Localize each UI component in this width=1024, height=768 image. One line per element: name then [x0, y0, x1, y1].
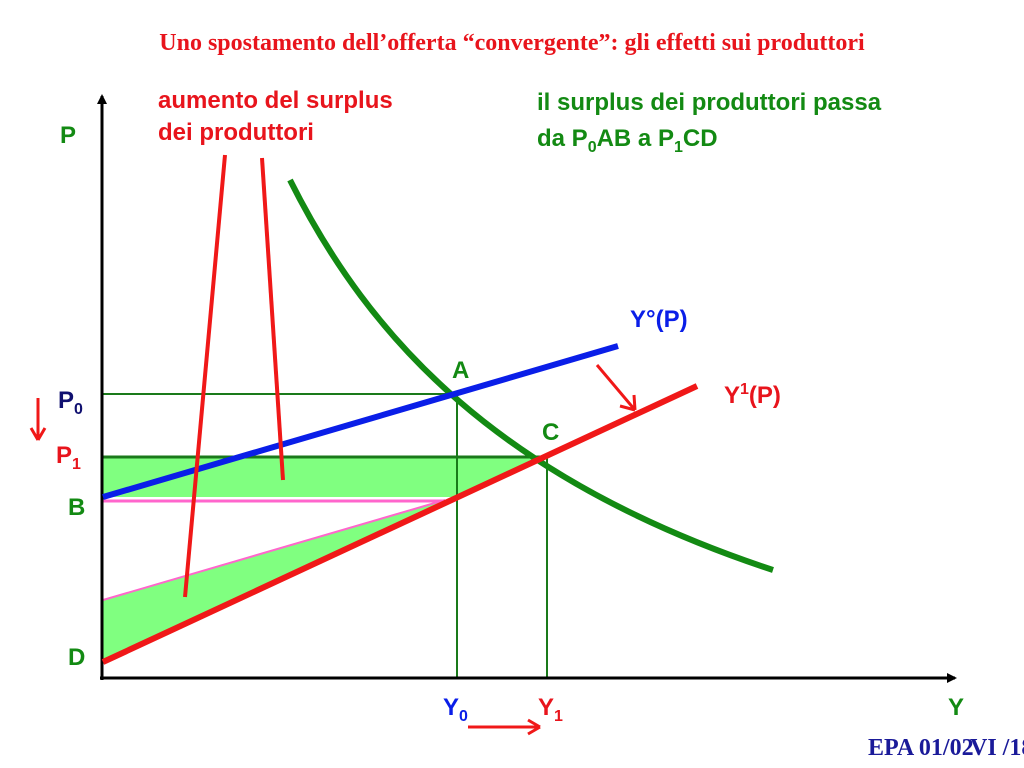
point-label: D [68, 644, 85, 671]
subscript: 1 [554, 708, 563, 725]
annotation-text: da P [537, 125, 588, 152]
footer: EPA 01/02 [868, 735, 974, 761]
annotation: aumento del surplus [158, 87, 393, 114]
annotation: il surplus dei produttori passa [537, 89, 882, 116]
curve-label: Y1(P) [724, 381, 781, 409]
pointer [260, 157, 285, 481]
footer: VI /18 [970, 735, 1024, 761]
x-axis-label: Y [948, 694, 964, 721]
label-text: Y [724, 382, 740, 409]
point-label: B [68, 494, 85, 521]
title: Uno spostamento dell’offerta “convergent… [159, 30, 865, 56]
label-text: Y [538, 694, 554, 721]
annotation-text: AB a P [597, 125, 674, 152]
point-label: Y1 [538, 694, 563, 725]
point-label: A [452, 357, 469, 384]
pointer [183, 154, 227, 598]
superscript: 1 [740, 381, 749, 398]
subscript: 1 [72, 456, 81, 473]
subscript: 0 [588, 139, 597, 156]
annotation-text: CD [683, 125, 718, 152]
point-label: C [542, 419, 559, 446]
annotation: da P0AB a P1CD [537, 125, 718, 156]
subscript: 0 [459, 708, 468, 725]
point-label: P1 [56, 442, 81, 473]
label-text: P [58, 387, 74, 414]
point-label: P0 [58, 387, 83, 418]
y-axis-label: P [60, 122, 76, 149]
curve-label: Y°(P) [630, 306, 688, 333]
supply-shift-arrow [595, 364, 637, 412]
pink-edge [102, 499, 446, 601]
subscript: 0 [74, 401, 83, 418]
supply-curve-0 [102, 343, 619, 500]
label-text: P [56, 442, 72, 469]
supply-curve-1 [101, 383, 699, 665]
annotation: dei produttori [158, 119, 314, 146]
y-shift-arrow [468, 718, 541, 736]
label-text: Y [443, 694, 459, 721]
label-text: (P) [749, 382, 781, 409]
shift-arrows [29, 364, 637, 736]
p-shift-arrow [29, 398, 47, 441]
demand-curve [287, 178, 774, 573]
point-label: Y0 [443, 694, 468, 725]
subscript: 1 [674, 139, 683, 156]
